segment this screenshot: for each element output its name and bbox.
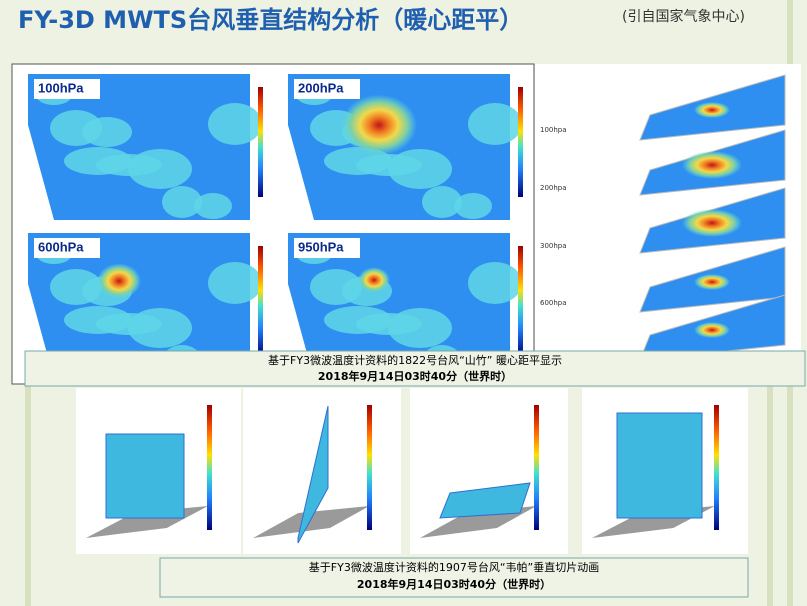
colorbar xyxy=(518,87,523,197)
anomaly-blob xyxy=(64,306,132,334)
source-note: (引自国家气象中心) xyxy=(622,8,745,25)
warm-core xyxy=(97,263,141,299)
level-label-bg xyxy=(34,79,100,99)
stack-level-label: 600hpa xyxy=(540,299,567,307)
no-data-area xyxy=(288,125,314,220)
warm-core xyxy=(341,94,417,156)
slice-frame xyxy=(243,388,401,554)
caption-line: 基于FY3微波温度计资料的1907号台风“韦帕”垂直切片动画 xyxy=(309,560,599,574)
stack-level-label: 300hpa xyxy=(540,242,567,250)
stack-core xyxy=(694,274,730,290)
stack-core xyxy=(694,102,730,118)
anomaly-blob xyxy=(324,306,392,334)
level-label-bg xyxy=(294,79,360,99)
caption-line: 2018年9月14日03时40分（世界时） xyxy=(357,577,551,591)
no-data-area xyxy=(28,125,54,220)
stack-core xyxy=(694,322,730,338)
slice-frame xyxy=(582,388,748,554)
anomaly-blob xyxy=(468,103,522,145)
slice-plane xyxy=(439,482,531,519)
warm-core xyxy=(358,267,390,293)
caption-line: 基于FY3微波温度计资料的1822号台风“山竹” 暖心距平显示 xyxy=(268,353,562,367)
anomaly-blob xyxy=(454,193,492,219)
terrain xyxy=(253,506,370,538)
level-label: 200hPa xyxy=(298,80,344,95)
anomaly-blob xyxy=(50,110,102,146)
slide-title: FY-3D MWTS台风垂直结构分析（暖心距平） xyxy=(18,6,523,34)
slice-frame xyxy=(76,388,241,554)
anomaly-blob xyxy=(208,262,262,304)
colorbar xyxy=(258,87,263,197)
slice-plane xyxy=(105,433,185,519)
slice-bg xyxy=(410,388,568,554)
level-label-bg xyxy=(34,238,100,258)
heatmap-panel: 200hPa xyxy=(288,74,523,220)
colorbar xyxy=(518,246,523,356)
anomaly-blob xyxy=(422,186,462,218)
stack-level-label: 100hpa xyxy=(540,126,567,134)
colorbar xyxy=(714,405,719,530)
anomaly-blob xyxy=(50,269,102,305)
anomaly-blob xyxy=(310,269,362,305)
caption-line: 2018年9月14日03时40分（世界时） xyxy=(318,369,512,383)
anomaly-blob xyxy=(208,103,262,145)
caption-box xyxy=(24,350,806,387)
slice-plane xyxy=(616,412,703,519)
anomaly-blob xyxy=(468,262,522,304)
level-label: 600hPa xyxy=(38,239,84,254)
anomaly-blob xyxy=(162,186,202,218)
slice-frame xyxy=(410,388,568,554)
slice-plane xyxy=(297,405,329,544)
stack-core xyxy=(682,151,742,179)
level-label: 950hPa xyxy=(298,239,344,254)
anomaly-blob xyxy=(64,147,132,175)
level-label: 100hPa xyxy=(38,80,84,95)
stack-level-label: 200hpa xyxy=(540,184,567,192)
colorbar xyxy=(207,405,212,530)
colorbar xyxy=(534,405,539,530)
heatmap-panel: 100hPa xyxy=(28,74,263,220)
caption-box xyxy=(159,557,749,598)
colorbar xyxy=(258,246,263,356)
anomaly-blob xyxy=(194,193,232,219)
colorbar xyxy=(367,405,372,530)
level-label-bg xyxy=(294,238,360,258)
stack-core xyxy=(682,209,742,237)
